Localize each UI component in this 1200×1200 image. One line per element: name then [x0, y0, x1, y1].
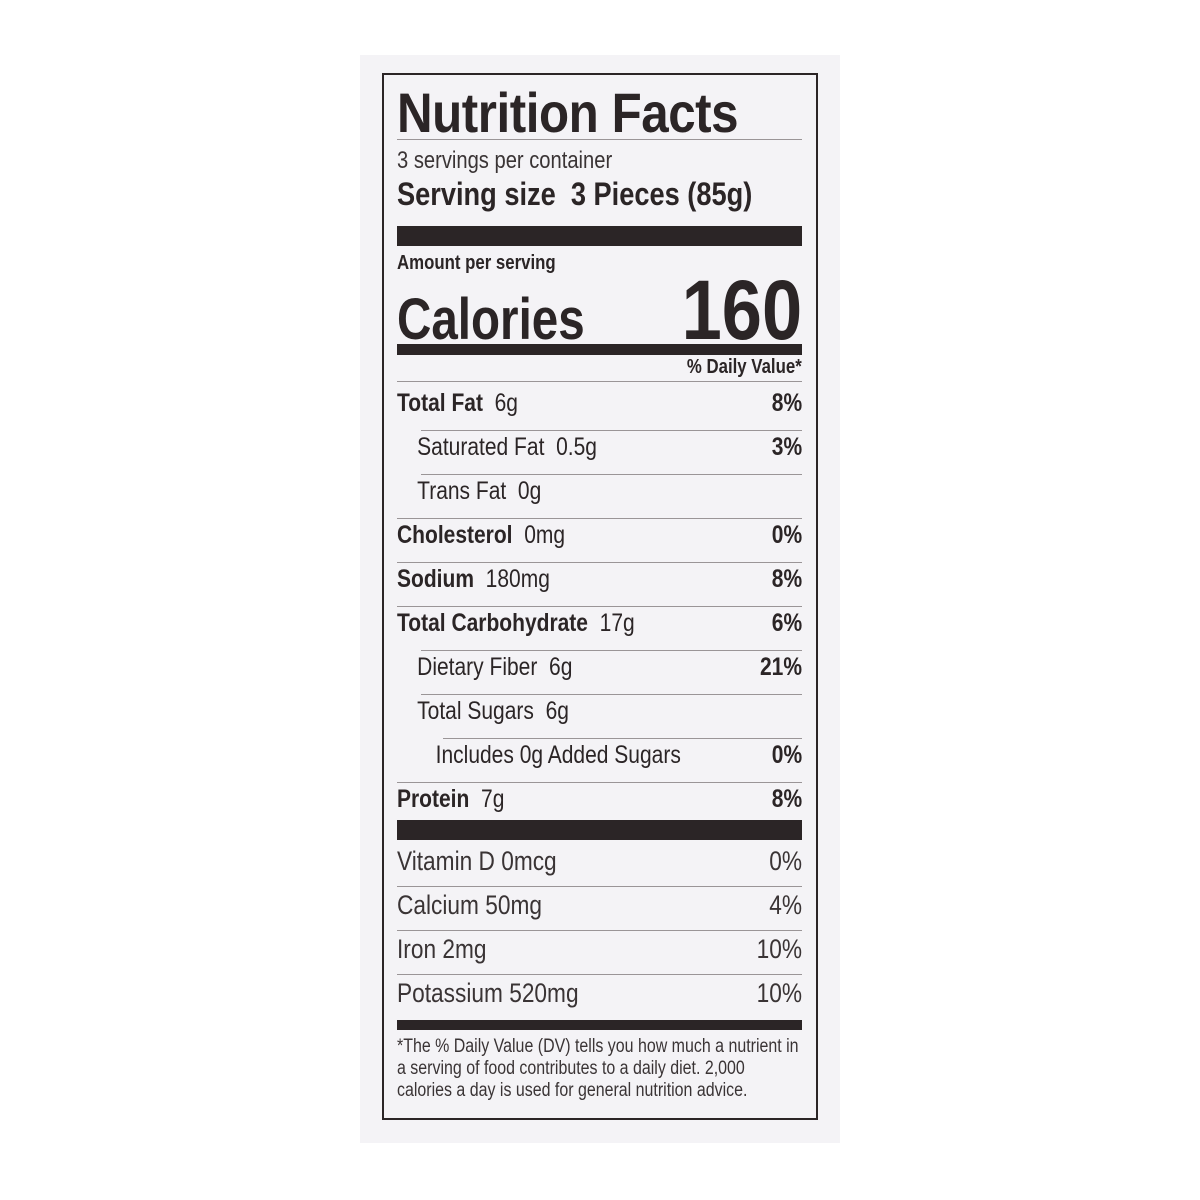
servings-per-container: 3 servings per container — [397, 147, 613, 174]
divider — [421, 430, 802, 431]
vitamin-row: Calcium 50mg 4% — [397, 890, 802, 921]
nutrient-name: Dietary Fiber — [417, 653, 538, 681]
nutrient-amount: 180mg — [485, 565, 550, 593]
divider — [421, 694, 802, 695]
nutrient-row: Includes 0g Added Sugars 0% — [397, 741, 802, 770]
vitamin-name: Calcium — [397, 890, 479, 920]
nutrient-amount: 6g — [494, 389, 518, 417]
nutrient-amount: 0mg — [524, 521, 566, 549]
nutrient-dv: 6% — [771, 609, 802, 637]
nutrient-name: Total Sugars — [417, 697, 534, 725]
nutrient-dv: 8% — [771, 565, 802, 593]
dv-header-row: % Daily Value* — [397, 356, 802, 379]
nutrient-row: Total Sugars 6g — [397, 697, 802, 726]
nutrient-name: Protein — [397, 785, 470, 813]
nutrient-row: Total Fat 6g 8% — [397, 389, 802, 418]
footnote: *The % Daily Value (DV) tells you how mu… — [397, 1036, 799, 1101]
vitamin-dv: 4% — [769, 890, 802, 920]
nutrient-row: Sodium 180mg 8% — [397, 565, 802, 594]
vitamin-name: Iron — [397, 934, 437, 964]
calories-row: Calories 160 — [397, 262, 802, 359]
vitamin-dv: 10% — [756, 978, 802, 1008]
calories-value: 160 — [681, 263, 802, 357]
nutrient-amount: 7g — [481, 785, 505, 813]
nutrient-name: Includes 0g Added Sugars — [435, 741, 681, 769]
nutrient-dv: 3% — [771, 433, 802, 461]
nutrient-name: Cholesterol — [397, 521, 513, 549]
nutrient-row: Dietary Fiber 6g 21% — [397, 653, 802, 682]
nutrient-row: Trans Fat 0g — [397, 477, 802, 506]
vitamin-amount: 520mg — [509, 978, 579, 1008]
nutrient-dv: 0% — [771, 521, 802, 549]
vitamin-row: Potassium 520mg 10% — [397, 978, 802, 1009]
medium-divider — [397, 344, 802, 355]
vitamin-dv: 10% — [756, 934, 802, 964]
vitamin-name: Vitamin D — [397, 846, 495, 876]
nutrition-facts-panel — [382, 73, 818, 1120]
divider — [443, 738, 802, 739]
thick-divider — [397, 226, 802, 246]
thick-divider — [397, 820, 802, 840]
servings-row: 3 servings per container — [397, 147, 802, 175]
divider — [397, 886, 802, 887]
nutrient-name: Saturated Fat — [417, 433, 545, 461]
divider — [397, 930, 802, 931]
vitamin-row: Vitamin D 0mcg 0% — [397, 846, 802, 877]
serving-size-row: Serving size 3 Pieces (85g) — [397, 176, 802, 213]
nutrient-amount: 0.5g — [556, 433, 597, 461]
nutrient-amount: 6g — [545, 697, 569, 725]
nutrient-row: Cholesterol 0mg 0% — [397, 521, 802, 550]
title: Nutrition Facts — [397, 81, 739, 144]
amount-per-serving: Amount per serving — [397, 252, 556, 274]
divider — [397, 139, 802, 140]
vitamin-dv: 0% — [769, 846, 802, 876]
nutrient-dv: 0% — [771, 741, 802, 769]
nutrient-row: Total Carbohydrate 17g 6% — [397, 609, 802, 638]
divider — [397, 974, 802, 975]
nutrient-name: Trans Fat — [417, 477, 507, 505]
divider — [397, 782, 802, 783]
nutrient-amount: 17g — [599, 609, 635, 637]
nutrient-dv: 8% — [771, 389, 802, 417]
nutrient-dv: 21% — [759, 653, 802, 681]
divider — [397, 381, 802, 382]
title-row: Nutrition Facts — [397, 80, 802, 145]
nutrient-amount: 6g — [549, 653, 573, 681]
nutrient-amount: 0g — [517, 477, 542, 505]
nutrient-name: Sodium — [397, 565, 475, 593]
nutrient-row: Protein 7g 8% — [397, 785, 802, 814]
nutrient-name: Total Fat — [397, 389, 483, 417]
nutrient-name: Total Carbohydrate — [397, 609, 588, 637]
daily-value-header: % Daily Value* — [687, 356, 802, 378]
serving-size-label: Serving size — [397, 176, 556, 212]
medium-divider — [397, 1020, 802, 1030]
amount-row: Amount per serving — [397, 252, 802, 275]
serving-size-value: 3 Pieces (85g) — [570, 176, 753, 212]
divider — [421, 474, 802, 475]
divider — [397, 518, 802, 519]
vitamin-amount: 50mg — [485, 890, 542, 920]
vitamin-row: Iron 2mg 10% — [397, 934, 802, 965]
nutrient-row: Saturated Fat 0.5g 3% — [397, 433, 802, 462]
divider — [397, 562, 802, 563]
divider — [421, 650, 802, 651]
vitamin-amount: 2mg — [442, 934, 487, 964]
vitamin-amount: 0mcg — [501, 846, 557, 876]
divider — [397, 606, 802, 607]
vitamin-name: Potassium — [397, 978, 503, 1008]
nutrient-dv: 8% — [771, 785, 802, 813]
calories-label: Calories — [397, 287, 585, 352]
